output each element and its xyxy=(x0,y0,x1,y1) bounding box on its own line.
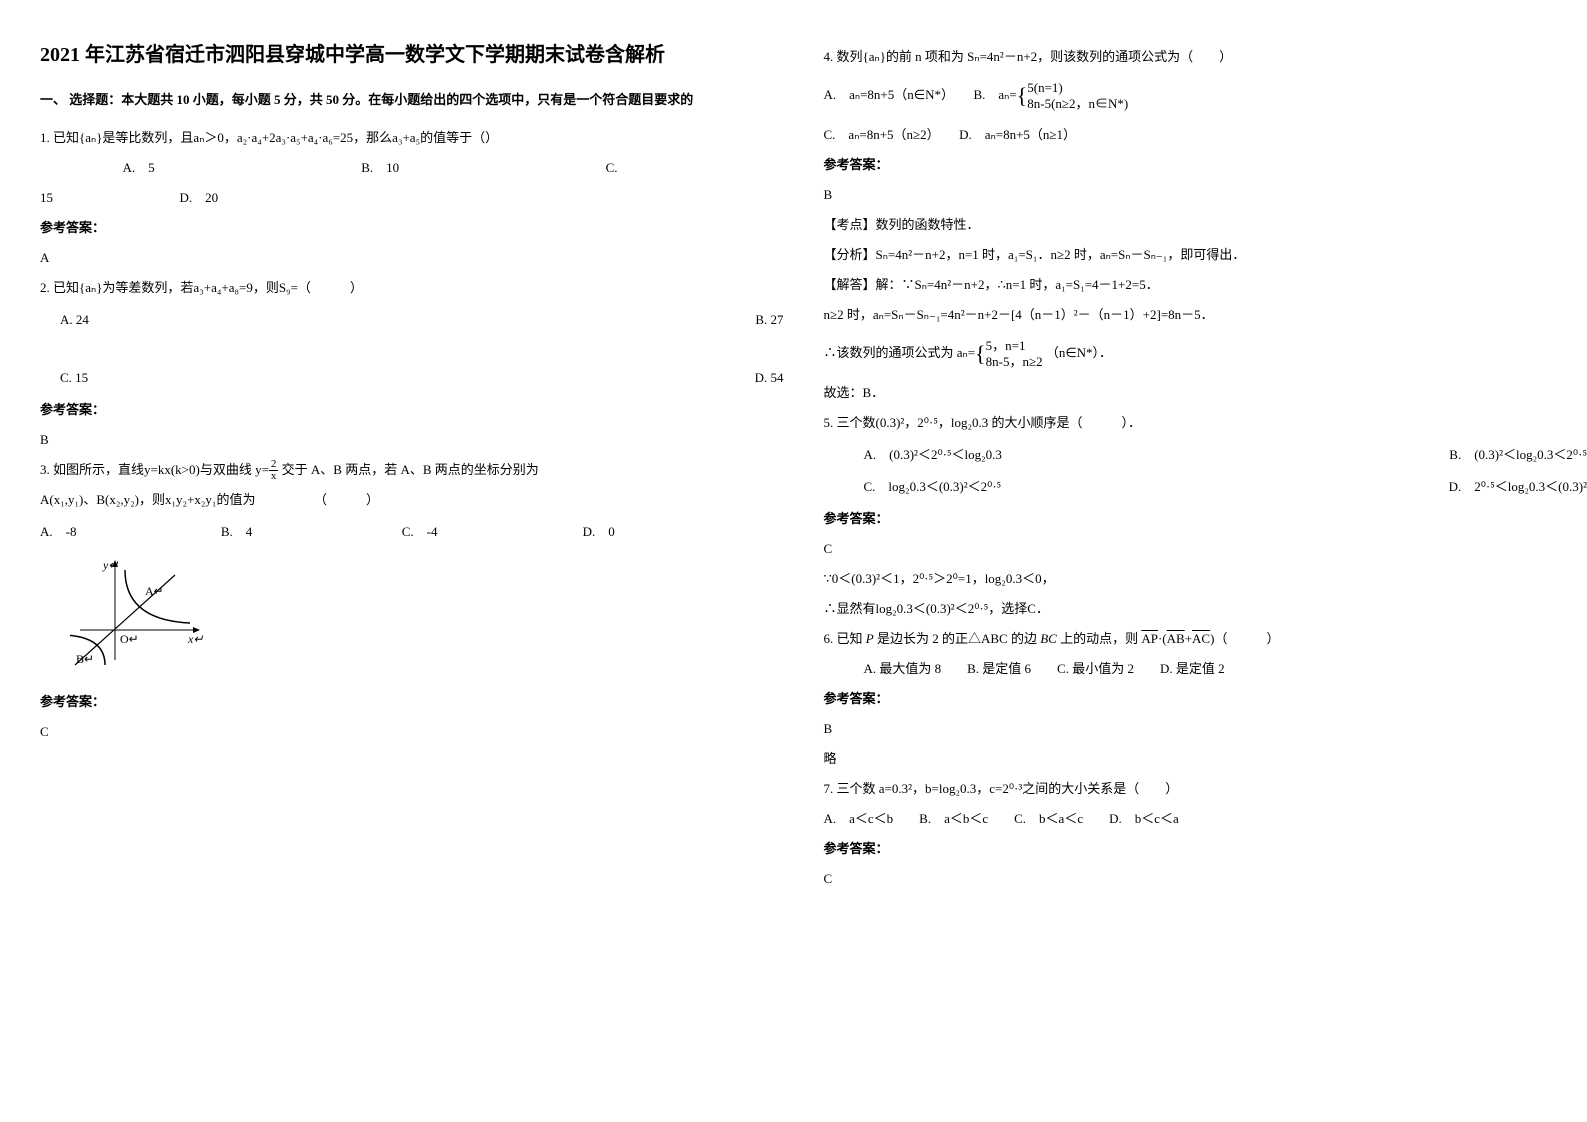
q3-opt-c: C. -4 xyxy=(402,519,583,545)
q7-answer: C xyxy=(824,866,1548,892)
q2-stem: 2. 已知{aₙ}为等差数列，若a₃+a₄+a₈=9，则S₉=（ ） xyxy=(40,275,764,301)
q1-options-row1: A. 5 B. 10 C. xyxy=(40,155,764,181)
q7-stem: 7. 三个数 a=0.3²，b=log₂0.3，c=2⁰·³之间的大小关系是（ … xyxy=(824,776,1548,802)
section-1-title: 一、 选择题：本大题共 10 小题，每小题 5 分，共 50 分。在每小题给出的… xyxy=(40,90,764,111)
q3-options: A. -8 B. 4 C. -4 D. 0 xyxy=(40,519,764,545)
q4-stem: 4. 数列{aₙ}的前 n 项和为 Sₙ=4n²－n+2，则该数列的通项公式为（… xyxy=(824,44,1548,70)
label-a: A↵ xyxy=(145,584,164,598)
q2-options-row1: A. 24 B. 27 xyxy=(40,307,764,333)
q3-opt-b: B. 4 xyxy=(221,519,402,545)
q2-options-row2: C. 15 D. 54 xyxy=(40,365,764,391)
q4-fenxi: 【分析】Sₙ=4n²－n+2，n=1 时，a₁=S₁．n≥2 时，aₙ=Sₙ－S… xyxy=(824,242,1548,268)
q3-figure: y↵ x↵ A↵ B↵ O↵ xyxy=(70,555,764,679)
q1-answer-label: 参考答案： xyxy=(40,215,764,241)
q5-options-row2: C. log₂0.3＜(0.3)²＜2⁰·⁵ D. 2⁰·⁵＜log₂0.3＜(… xyxy=(824,474,1548,500)
q5-answer: C xyxy=(824,536,1548,562)
q4-jieda-1: 【解答】解：∵Sₙ=4n²－n+2，∴n=1 时，a₁=S₁=4－1+2=5． xyxy=(824,272,1548,298)
q5-opt-d: D. 2⁰·⁵＜log₂0.3＜(0.3)² xyxy=(1225,474,1587,500)
q7-answer-label: 参考答案： xyxy=(824,836,1548,862)
q4-jd3a: ∴该数列的通项公式为 aₙ= xyxy=(824,345,976,360)
label-x: x↵ xyxy=(187,632,203,646)
label-b: B↵ xyxy=(76,652,94,666)
q3-stem-line1: 3. 如图所示，直线y=kx(k>0)与双曲线 y=2x 交于 A、B 两点，若… xyxy=(40,457,764,483)
q2-opt-a: A. 24 xyxy=(40,307,422,333)
q2-answer-label: 参考答案： xyxy=(40,397,764,423)
q2-opt-c: C. 15 xyxy=(40,365,422,391)
q4-brace-top: 5(n=1) xyxy=(1027,80,1063,95)
vector-ac: AC xyxy=(1192,631,1210,646)
label-o: O↵ xyxy=(120,632,139,646)
q3-answer-label: 参考答案： xyxy=(40,689,764,715)
brace-icon: { xyxy=(975,341,986,366)
q6-answer-label: 参考答案： xyxy=(824,686,1548,712)
q7-options: A. a＜c＜b B. a＜b＜c C. b＜a＜c D. b＜c＜a xyxy=(824,806,1548,832)
vector-ab: AB xyxy=(1167,631,1185,646)
q6-stem: 6. 已知 P 是边长为 2 的正△ABC 的边 BC 上的动点，则 AP·(A… xyxy=(824,626,1548,652)
q4-options-cd: C. aₙ=8n+5（n≥2） D. aₙ=8n+5（n≥1） xyxy=(824,122,1548,148)
q1-opt-a: A. 5 xyxy=(123,160,155,175)
left-column: 2021 年江苏省宿迁市泗阳县穿城中学高一数学文下学期期末试卷含解析 一、 选择… xyxy=(40,40,764,896)
q5-opt-c: C. log₂0.3＜(0.3)²＜2⁰·⁵ xyxy=(824,474,1226,500)
q3-answer: C xyxy=(40,719,764,745)
q6-exp: 略 xyxy=(824,746,1548,772)
vector-ap: AP xyxy=(1141,631,1158,646)
q1-stem: 1. 已知{aₙ}是等比数列，且aₙ＞0，a₂·a₄+2a₃·a₅+a₄·a₆=… xyxy=(40,125,764,151)
q4-options-ab: A. aₙ=8n+5（n∈N*） B. aₙ={5(n=1)8n-5(n≥2，n… xyxy=(824,74,1548,118)
q5-exp-1: ∵0＜(0.3)²＜1，2⁰·⁵＞2⁰=1，log₂0.3＜0， xyxy=(824,566,1548,592)
q5-opt-a: A. (0.3)²＜2⁰·⁵＜log₂0.3 xyxy=(824,442,1226,468)
label-y: y↵ xyxy=(102,558,118,572)
q4-answer: B xyxy=(824,182,1548,208)
q5-opt-b: B. (0.3)²＜log₂0.3＜2⁰·⁵ xyxy=(1225,442,1587,468)
document-title: 2021 年江苏省宿迁市泗阳县穿城中学高一数学文下学期期末试卷含解析 xyxy=(40,40,764,70)
q5-answer-label: 参考答案： xyxy=(824,506,1548,532)
q5-stem: 5. 三个数(0.3)²，2⁰·⁵，log₂0.3 的大小顺序是（ ）． xyxy=(824,410,1548,436)
q2-opt-b: B. 27 xyxy=(422,307,804,333)
brace-icon: { xyxy=(1017,83,1028,108)
q1-answer: A xyxy=(40,245,764,271)
q1-opt-c: 15 xyxy=(40,190,53,205)
q5-options-row1: A. (0.3)²＜2⁰·⁵＜log₂0.3 B. (0.3)²＜log₂0.3… xyxy=(824,442,1548,468)
q3-opt-a: A. -8 xyxy=(40,519,221,545)
q4-brace-content: 5(n=1)8n-5(n≥2，n∈N*) xyxy=(1027,80,1128,111)
q3-stem-a: 3. 如图所示，直线y=kx(k>0)与双曲线 y= xyxy=(40,462,269,477)
q4-jd3-brace: 5，n=18n-5，n≥2 xyxy=(986,338,1043,369)
q3-figure-svg: y↵ x↵ A↵ B↵ O↵ xyxy=(70,555,210,675)
q4-opt-a: A. aₙ=8n+5（n∈N*） B. aₙ= xyxy=(824,87,1017,102)
q4-answer-label: 参考答案： xyxy=(824,152,1548,178)
q6-answer: B xyxy=(824,716,1548,742)
q4-jieda-2: n≥2 时，aₙ=Sₙ－Sₙ₋₁=4n²－n+2－[4（n－1）²－（n－1）+… xyxy=(824,302,1548,328)
q1-opt-b: B. 10 xyxy=(361,160,399,175)
q1-opt-c-label: C. xyxy=(606,160,618,175)
q1-options-row2: 15 D. 20 xyxy=(40,185,764,211)
q4-jd3-top: 5，n=1 xyxy=(986,338,1026,353)
q4-jieda-4: 故选：B． xyxy=(824,380,1548,406)
q1-opt-d: D. 20 xyxy=(180,190,219,205)
q4-jd3-bot: 8n-5，n≥2 xyxy=(986,354,1043,369)
q3-fraction: 2x xyxy=(269,459,279,482)
q4-jd3b: （n∈N*）． xyxy=(1046,345,1112,360)
q4-kaodian: 【考点】数列的函数特性． xyxy=(824,212,1548,238)
page: 2021 年江苏省宿迁市泗阳县穿城中学高一数学文下学期期末试卷含解析 一、 选择… xyxy=(40,40,1547,896)
q3-frac-den: x xyxy=(269,471,279,482)
q6-options: A. 最大值为 8 B. 是定值 6 C. 最小值为 2 D. 是定值 2 xyxy=(824,656,1548,682)
q4-brace-bot: 8n-5(n≥2，n∈N*) xyxy=(1027,96,1128,111)
q3-stem-b: 交于 A、B 两点，若 A、B 两点的坐标分别为 xyxy=(282,462,539,477)
q2-opt-d: D. 54 xyxy=(422,365,804,391)
q3-opt-d: D. 0 xyxy=(583,519,764,545)
q5-exp-2: ∴显然有log₂0.3＜(0.3)²＜2⁰·⁵，选择C． xyxy=(824,596,1548,622)
right-column: 4. 数列{aₙ}的前 n 项和为 Sₙ=4n²－n+2，则该数列的通项公式为（… xyxy=(824,40,1548,896)
q3-stem-line2: A(x₁,y₁)、B(x₂,y₂)，则x₁y₂+x₂y₁的值为 （ ） xyxy=(40,487,764,513)
q2-answer: B xyxy=(40,427,764,453)
q4-jieda-3: ∴该数列的通项公式为 aₙ={5，n=18n-5，n≥2 （n∈N*）． xyxy=(824,332,1548,376)
